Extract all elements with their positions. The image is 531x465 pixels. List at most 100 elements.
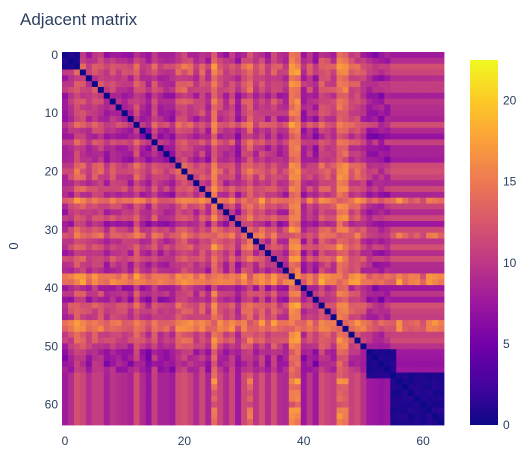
heatmap-cell — [211, 320, 218, 327]
heatmap-cell — [115, 232, 123, 239]
heatmap-cell — [384, 273, 391, 280]
heatmap-cell — [181, 267, 188, 274]
heatmap-cell — [438, 191, 445, 199]
heatmap-cell — [414, 390, 421, 397]
heatmap-cell — [241, 407, 248, 414]
heatmap-cell — [253, 221, 260, 228]
heatmap-cell — [276, 209, 284, 216]
heatmap-cell — [229, 285, 236, 292]
heatmap-cell — [169, 191, 176, 199]
heatmap-cell — [253, 52, 260, 59]
heatmap-cell — [336, 110, 343, 117]
heatmap-cell — [294, 145, 302, 152]
heatmap-cell — [294, 180, 302, 187]
heatmap-cell — [306, 267, 314, 274]
heatmap-cell — [426, 355, 433, 362]
heatmap-cell — [199, 285, 206, 292]
heatmap-cell — [127, 279, 135, 286]
heatmap-cell — [324, 355, 331, 362]
heatmap-cell — [312, 413, 320, 420]
heatmap-cell — [390, 98, 397, 105]
heatmap-cell — [306, 255, 314, 263]
heatmap-cell — [133, 92, 140, 100]
heatmap-cell — [205, 98, 212, 105]
heatmap-cell — [270, 81, 278, 88]
heatmap-cell — [163, 360, 170, 368]
heatmap-cell — [312, 92, 320, 100]
heatmap-cell — [438, 104, 445, 111]
heatmap-cell — [139, 419, 146, 426]
heatmap-cell — [348, 104, 355, 111]
heatmap-cell — [324, 366, 331, 373]
heatmap-cell — [235, 121, 242, 129]
heatmap-cell — [241, 250, 248, 257]
heatmap-cell — [187, 139, 194, 146]
heatmap-cell — [199, 69, 206, 76]
heatmap-cell — [121, 372, 129, 379]
heatmap-cell — [181, 343, 188, 350]
heatmap-cell — [62, 191, 69, 199]
heatmap-cell — [91, 75, 99, 82]
heatmap-cell — [438, 320, 445, 327]
heatmap-cell — [181, 413, 188, 420]
heatmap-cell — [181, 110, 188, 117]
heatmap-cell — [223, 52, 230, 59]
heatmap-cell — [223, 290, 230, 298]
heatmap-cell — [193, 191, 200, 199]
heatmap-cell — [390, 244, 397, 251]
heatmap-cell — [420, 81, 427, 88]
heatmap-cell — [312, 151, 320, 158]
heatmap-cell — [306, 116, 314, 123]
heatmap-cell — [420, 238, 427, 245]
heatmap-cell — [235, 401, 242, 408]
heatmap-cell — [306, 133, 314, 140]
heatmap-cell — [163, 314, 170, 321]
heatmap-cell — [258, 343, 266, 350]
heatmap-cell — [223, 110, 230, 117]
heatmap-cell — [235, 104, 242, 111]
heatmap-cell — [229, 407, 236, 414]
heatmap-cell — [145, 63, 152, 70]
heatmap-cell — [235, 127, 242, 134]
heatmap-cell — [414, 127, 421, 134]
chart-title: Adjacent matrix — [20, 10, 138, 29]
heatmap-cell — [288, 378, 296, 385]
heatmap-cell — [390, 314, 397, 321]
heatmap-cell — [211, 308, 218, 315]
heatmap-cell — [270, 302, 278, 309]
heatmap-cell — [253, 151, 260, 158]
heatmap-cell — [414, 81, 421, 88]
heatmap-cell — [253, 186, 260, 193]
heatmap-cell — [181, 331, 188, 338]
heatmap-cell — [324, 308, 331, 315]
heatmap-cell — [229, 203, 236, 210]
heatmap-cell — [378, 116, 385, 123]
heatmap-cell — [426, 139, 433, 146]
heatmap-cell — [372, 395, 379, 403]
heatmap-cell — [85, 250, 93, 257]
heatmap-cell — [384, 261, 391, 269]
heatmap-cell — [217, 238, 224, 245]
heatmap-cell — [306, 349, 314, 356]
heatmap-cell — [258, 255, 266, 263]
heatmap-cell — [187, 395, 194, 403]
heatmap-cell — [229, 209, 236, 216]
heatmap-cell — [85, 203, 93, 210]
heatmap-cell — [115, 378, 123, 385]
heatmap-cell — [354, 290, 361, 298]
heatmap-cell — [420, 156, 427, 164]
heatmap-cell — [276, 308, 284, 315]
heatmap-cell — [300, 302, 308, 309]
heatmap-cell — [438, 57, 445, 65]
heatmap-cell — [247, 98, 254, 105]
heatmap-cell — [115, 337, 123, 344]
heatmap-cell — [384, 162, 391, 169]
heatmap-cell — [414, 226, 421, 234]
heatmap-cell — [235, 52, 242, 59]
heatmap-cell — [354, 57, 361, 65]
heatmap-cell — [169, 372, 176, 379]
heatmap-cell — [294, 98, 302, 105]
heatmap-cell — [270, 390, 278, 397]
heatmap-cell — [229, 331, 236, 338]
heatmap-cell — [139, 290, 146, 298]
